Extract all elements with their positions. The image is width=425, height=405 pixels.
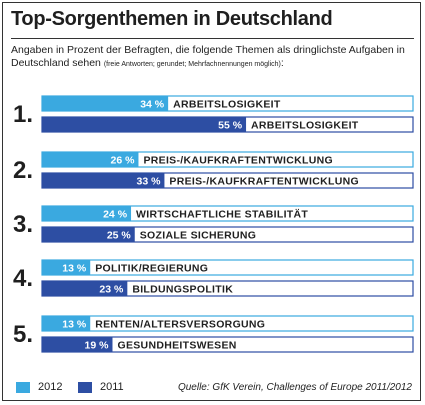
- category-label: SOZIALE SICHERUNG: [140, 230, 257, 242]
- rank-number: 2.: [13, 157, 33, 184]
- rank-number: 5.: [13, 321, 33, 348]
- bar-2011: [42, 281, 128, 296]
- rank-number: 1.: [13, 101, 33, 128]
- source-note: Quelle: GfK Verein, Challenges of Europe…: [177, 382, 412, 393]
- value-label: 19 %: [85, 340, 110, 352]
- bar-2012: [42, 260, 91, 275]
- category-label: PREIS-/KAUFKRAFTENTWICKLUNG: [143, 155, 333, 167]
- category-label: POLITIK/REGIERUNG: [95, 263, 208, 275]
- rank-number: 3.: [13, 211, 33, 238]
- legend-label-2011: 2011: [100, 381, 124, 393]
- value-label: 13 %: [62, 263, 87, 275]
- infographic-frame: Top-Sorgenthemen in Deutschland Angaben …: [2, 2, 421, 401]
- subtitle-note: (freie Antworten; gerundet; Mehrfachnenn…: [103, 61, 281, 68]
- bar-2011: [42, 117, 247, 132]
- bar-2011: [42, 173, 165, 188]
- category-label: PREIS-/KAUFKRAFTENTWICKLUNG: [169, 176, 359, 188]
- legend-swatch-2011: [78, 382, 92, 393]
- value-label: 13 %: [62, 319, 87, 331]
- legend-label-2012: 2012: [38, 381, 63, 393]
- bar-2011: [42, 227, 135, 242]
- category-label: RENTEN/ALTERSVERSORGUNG: [95, 319, 265, 331]
- value-label: 25 %: [107, 230, 132, 242]
- bar-2011: [42, 337, 113, 352]
- value-label: 55 %: [218, 120, 243, 132]
- bar-2012: [42, 206, 132, 221]
- value-label: 23 %: [99, 284, 124, 296]
- subtitle-end: :: [280, 57, 284, 69]
- value-label: 33 %: [136, 176, 161, 188]
- category-label: ARBEITSLOSIGKEIT: [251, 120, 359, 132]
- value-label: 26 %: [111, 155, 136, 167]
- category-label: WIRTSCHAFTLICHE STABILITÄT: [136, 208, 308, 221]
- bar-2012: [42, 316, 91, 331]
- chart-title: Top-Sorgenthemen in Deutschland: [11, 8, 333, 30]
- category-label: ARBEITSLOSIGKEIT: [173, 99, 281, 111]
- title-rule: [11, 38, 414, 39]
- bar-chart: 1. 34 % ARBEITSLOSIGKEIT 55 % ARBEITSLOSIGKE…: [13, 95, 414, 353]
- rank-number: 4.: [13, 265, 33, 292]
- category-label: BILDUNGSPOLITIK: [132, 284, 233, 296]
- legend-swatch-2012: [16, 382, 30, 393]
- category-label: GESUNDHEITSWESEN: [117, 340, 236, 352]
- chart-subtitle: Angaben in Prozent der Befragten, die fo…: [11, 44, 416, 71]
- bar-2012: [42, 96, 169, 111]
- value-label: 24 %: [103, 209, 128, 221]
- bar-2012: [42, 152, 139, 167]
- value-label: 34 %: [140, 99, 165, 111]
- subtitle-text: Angaben in Prozent der Befragten, die fo…: [11, 44, 405, 69]
